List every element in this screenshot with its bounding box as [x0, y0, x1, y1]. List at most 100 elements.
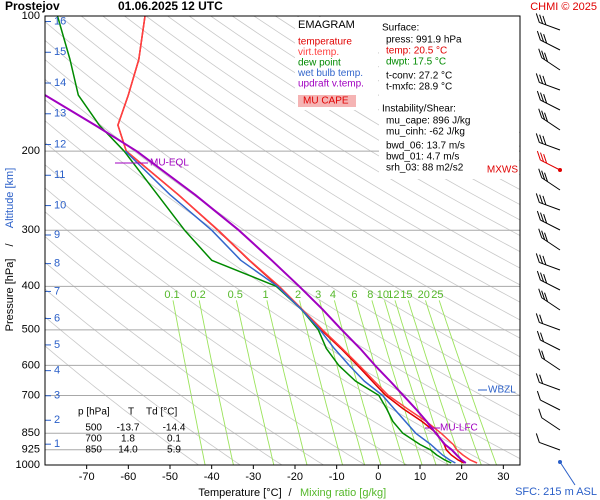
- x-tick-label: -60: [120, 471, 136, 483]
- wind-barb-flag: [544, 52, 549, 62]
- annotation: WBZL: [488, 385, 516, 396]
- mixing-ratio-label: 0.5: [228, 289, 243, 301]
- wind-barb-flag: [538, 288, 543, 298]
- wind-barb-flag: [540, 92, 544, 102]
- wind-barb-flag: [541, 110, 546, 120]
- table-cell: -14.4: [163, 423, 186, 434]
- wind-barb-flag: [538, 348, 543, 358]
- y-axis-label: Pressure [hPa]: [4, 259, 16, 332]
- y-tick-label: 300: [22, 224, 40, 236]
- wind-barb: [539, 21, 561, 31]
- dry-adiabat: [59, 16, 520, 321]
- wind-barb-flag: [535, 73, 540, 83]
- mixing-ratio-label: 15: [400, 289, 412, 301]
- annotation: MU-LFC: [440, 423, 478, 434]
- info-line: dwpt: 17.5 °C: [386, 57, 446, 68]
- x-tick-label: -30: [245, 471, 261, 483]
- y-tick-label: 1000: [16, 459, 40, 471]
- dry-adiabat: [45, 21, 520, 339]
- dry-adiabat: [102, 16, 520, 286]
- dry-adiabat: [45, 59, 520, 377]
- wind-barb-flag: [535, 313, 540, 323]
- table-cell: 850: [85, 445, 102, 456]
- legend-box: [295, 17, 378, 110]
- wind-barb-flag: [544, 292, 549, 302]
- dry-adiabat: [145, 16, 520, 253]
- x-tick-label: -40: [204, 471, 220, 483]
- surface-wind-dot: [558, 460, 562, 464]
- cape-swatch: [298, 95, 356, 107]
- wind-barb: [540, 399, 561, 411]
- mixing-ratio-label: 0.1: [164, 289, 179, 301]
- wind-barb-flag: [536, 390, 541, 401]
- x-tick-label: -70: [79, 471, 95, 483]
- wind-barb-flag: [535, 373, 540, 383]
- y-tick-label: 600: [22, 359, 40, 371]
- y-tick-label: 100: [22, 10, 40, 22]
- mixing-ratio-line: [355, 300, 406, 465]
- mixing-ratio-label: 0.2: [190, 289, 205, 301]
- table-cell: 1.8: [121, 434, 135, 445]
- mixing-ratio-line: [198, 300, 234, 465]
- wind-barb-flag: [542, 135, 547, 146]
- legend-entry: dew point: [298, 58, 341, 69]
- info-line: t-conv: 27.2 °C: [386, 71, 452, 82]
- mixing-ratio-label: 8: [367, 289, 373, 301]
- wind-barb: [540, 339, 561, 351]
- wind-barb-flag: [538, 408, 543, 418]
- wind-barb-flag: [543, 274, 548, 284]
- y2-tick-label: 2: [54, 414, 60, 426]
- wind-barb-flag: [539, 194, 544, 204]
- y2-tick-label: 9: [54, 229, 60, 241]
- wind-barb-flag: [539, 134, 544, 144]
- subtitle: 01.06.2025 12 UTC: [118, 0, 223, 13]
- profile-line: [124, 150, 456, 464]
- y2-tick-label: 8: [54, 258, 60, 270]
- mixing-ratio-line: [425, 300, 482, 465]
- wind-barb-flag: [544, 232, 549, 242]
- mixing-ratio-label: 2: [295, 289, 301, 301]
- profiles: [45, 16, 478, 464]
- y2-axis-label: Altitude [km]: [4, 168, 16, 229]
- mixing-ratio-line: [299, 300, 344, 465]
- mixing-ratio-label: 12: [387, 289, 399, 301]
- table-header: T: [128, 407, 134, 418]
- x-tick-label: -20: [287, 471, 303, 483]
- x-tick-label: 10: [414, 471, 426, 483]
- wind-barb: [539, 261, 561, 271]
- info-line: press: 991.9 hPa: [386, 35, 462, 46]
- mixing-ratio-line: [319, 300, 366, 465]
- annotation: MXWS: [487, 165, 518, 176]
- wind-barb: [541, 177, 561, 191]
- wind-barb-flag: [538, 108, 543, 118]
- wind-barb-flag: [540, 332, 544, 342]
- wind-barb: [541, 57, 561, 71]
- dry-adiabat: [81, 16, 520, 303]
- wind-barb-flag: [536, 330, 541, 341]
- mixing-ratio-label: 25: [431, 289, 443, 301]
- wind-barb: [539, 81, 561, 91]
- y2-tick-label: 5: [54, 339, 60, 351]
- wind-barb-flag: [543, 214, 548, 224]
- y-tick-label: 700: [22, 389, 40, 401]
- wind-barb-flag: [540, 152, 544, 162]
- wind-barb-flag: [540, 272, 544, 282]
- wind-barb: [541, 297, 561, 311]
- y2-tick-label: 3: [54, 390, 60, 402]
- dry-adiabat: [167, 16, 520, 237]
- wind-barb-flag: [539, 314, 544, 324]
- mixing-ratio-line: [172, 300, 206, 465]
- y2-tick-label: 1: [54, 438, 60, 450]
- wind-barb-flag: [536, 150, 541, 161]
- wind-barb: [541, 357, 561, 371]
- info-line: mu_cinh: -62 J/kg: [386, 127, 465, 138]
- info-line: bwd_01: 4.7 m/s: [386, 152, 459, 163]
- wind-barb: [539, 201, 561, 211]
- wind-marker: [558, 168, 562, 172]
- background-lines: [45, 16, 520, 465]
- dry-adiabat: [188, 16, 520, 221]
- wind-barb-flag: [536, 270, 541, 281]
- wind-barb-flag: [536, 30, 541, 41]
- wind-barb-flag: [538, 168, 543, 178]
- x-tick-label: 20: [456, 471, 468, 483]
